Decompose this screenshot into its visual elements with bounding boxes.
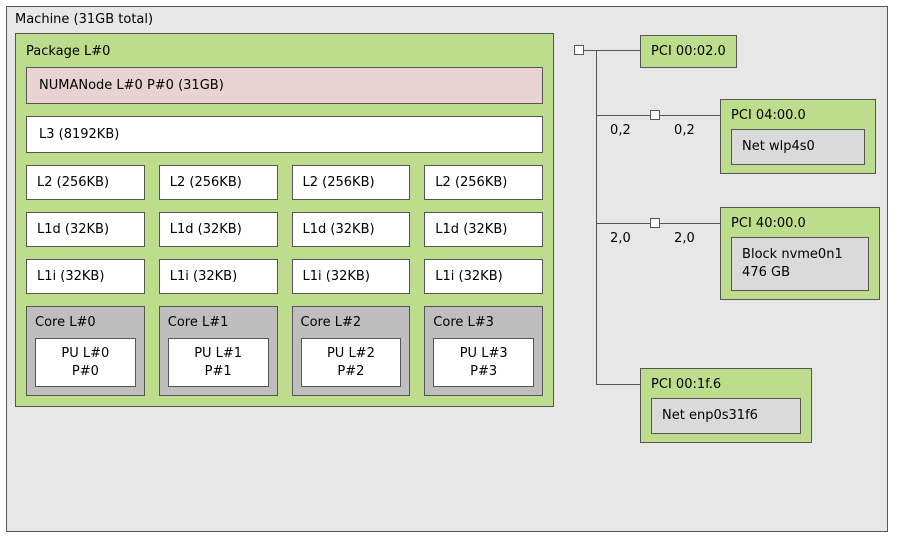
tree-line: [596, 50, 640, 51]
core-box: Core L#3 PU L#3 P#3: [424, 306, 543, 396]
pu-line1: PU L#1: [194, 346, 242, 361]
pci-box: PCI 40:00.0 Block nvme0n1 476 GB: [720, 207, 880, 300]
tree-line: [596, 115, 650, 116]
pci-box: PCI 00:1f.6 Net enp0s31f6: [640, 368, 812, 443]
tree-line: [660, 223, 720, 224]
l2-cache: L2 (256KB): [292, 165, 411, 200]
l1d-cache: L1d (32KB): [26, 212, 145, 247]
bridge-speed-label: 0,2: [610, 123, 631, 138]
pu-line1: PU L#2: [327, 346, 375, 361]
tree-line: [660, 115, 720, 116]
l2-cache: L2 (256KB): [424, 165, 543, 200]
bridge-speed-label: 2,0: [674, 231, 695, 246]
package-title: Package L#0: [26, 44, 543, 59]
device-box: Block nvme0n1 476 GB: [731, 237, 869, 291]
pci-label: PCI 04:00.0: [731, 108, 806, 123]
l1d-cache: L1d (32KB): [159, 212, 278, 247]
device-box: Net wlp4s0: [731, 129, 865, 165]
bridge-icon: [574, 45, 584, 55]
pu-box: PU L#1 P#1: [168, 338, 269, 387]
core-title: Core L#3: [433, 315, 534, 330]
device-box: Net enp0s31f6: [651, 398, 801, 434]
device-label: 476 GB: [742, 265, 790, 280]
pci-label: PCI 00:1f.6: [651, 377, 721, 392]
pu-box: PU L#2 P#2: [301, 338, 402, 387]
bridge-speed-label: 2,0: [610, 231, 631, 246]
pci-box: PCI 00:02.0: [640, 35, 737, 68]
l1i-row: L1i (32KB) L1i (32KB) L1i (32KB) L1i (32…: [26, 259, 543, 294]
tree-line: [596, 384, 640, 385]
l1d-row: L1d (32KB) L1d (32KB) L1d (32KB) L1d (32…: [26, 212, 543, 247]
device-label: Net wlp4s0: [742, 139, 815, 154]
l2-row: L2 (256KB) L2 (256KB) L2 (256KB) L2 (256…: [26, 165, 543, 200]
numanode-box: NUMANode L#0 P#0 (31GB): [26, 67, 543, 104]
pci-label: PCI 40:00.0: [731, 216, 806, 231]
device-label: Block nvme0n1: [742, 247, 843, 262]
pu-line2: P#2: [337, 364, 364, 379]
machine-box: Machine (31GB total) Package L#0 NUMANod…: [6, 6, 888, 532]
content-row: Package L#0 NUMANode L#0 P#0 (31GB) L3 (…: [15, 33, 879, 523]
core-box: Core L#1 PU L#1 P#1: [159, 306, 278, 396]
core-box: Core L#2 PU L#2 P#2: [292, 306, 411, 396]
tree-line: [596, 223, 650, 224]
pu-box: PU L#0 P#0: [35, 338, 136, 387]
core-row: Core L#0 PU L#0 P#0 Core L#1 PU L#1 P#1 …: [26, 306, 543, 396]
l2-cache: L2 (256KB): [26, 165, 145, 200]
pci-tree: PCI 00:02.0 0,2 0,2 PCI 04:00.0 Net wlp4…: [560, 33, 879, 523]
core-title: Core L#0: [35, 315, 136, 330]
l1d-cache: L1d (32KB): [424, 212, 543, 247]
core-box: Core L#0 PU L#0 P#0: [26, 306, 145, 396]
l3-cache: L3 (8192KB): [26, 116, 543, 153]
pu-box: PU L#3 P#3: [433, 338, 534, 387]
pci-label: PCI 00:02.0: [651, 44, 726, 59]
l2-cache: L2 (256KB): [159, 165, 278, 200]
core-title: Core L#2: [301, 315, 402, 330]
bridge-speed-label: 0,2: [674, 123, 695, 138]
pu-line2: P#3: [470, 364, 497, 379]
tree-line: [584, 50, 596, 51]
l1i-cache: L1i (32KB): [26, 259, 145, 294]
l1d-cache: L1d (32KB): [292, 212, 411, 247]
pu-line2: P#1: [205, 364, 232, 379]
bridge-icon: [650, 110, 660, 120]
tree-line: [596, 50, 597, 384]
pu-line1: PU L#0: [61, 346, 109, 361]
pu-line2: P#0: [72, 364, 99, 379]
l1i-cache: L1i (32KB): [292, 259, 411, 294]
pci-box: PCI 04:00.0 Net wlp4s0: [720, 99, 876, 174]
l1i-cache: L1i (32KB): [159, 259, 278, 294]
l1i-cache: L1i (32KB): [424, 259, 543, 294]
machine-title: Machine (31GB total): [15, 12, 879, 27]
pu-line1: PU L#3: [460, 346, 508, 361]
core-title: Core L#1: [168, 315, 269, 330]
device-label: Net enp0s31f6: [662, 408, 758, 423]
package-box: Package L#0 NUMANode L#0 P#0 (31GB) L3 (…: [15, 33, 554, 407]
bridge-icon: [650, 218, 660, 228]
